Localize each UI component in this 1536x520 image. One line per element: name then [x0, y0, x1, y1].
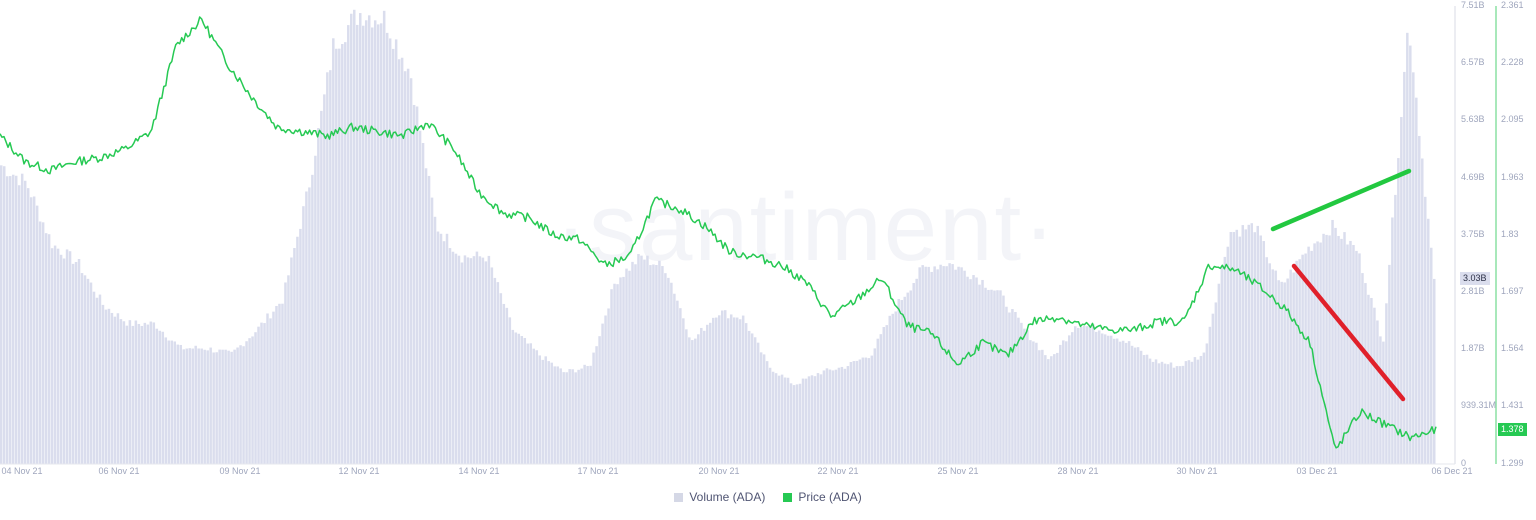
svg-text:12 Nov 21: 12 Nov 21 [338, 466, 379, 476]
price-line [0, 16, 1437, 449]
svg-text:0: 0 [1461, 458, 1466, 468]
volume-bars [0, 9, 1436, 465]
svg-text:1.697: 1.697 [1501, 286, 1524, 296]
svg-text:2.228: 2.228 [1501, 57, 1524, 67]
legend-item-price[interactable]: Price (ADA) [783, 490, 862, 504]
svg-text:25 Nov 21: 25 Nov 21 [937, 466, 978, 476]
volume-current-badge: 3.03B [1460, 272, 1490, 285]
svg-text:09 Nov 21: 09 Nov 21 [219, 466, 260, 476]
svg-text:1.564: 1.564 [1501, 343, 1524, 353]
svg-text:06 Nov 21: 06 Nov 21 [98, 466, 139, 476]
svg-text:03 Dec 21: 03 Dec 21 [1296, 466, 1337, 476]
svg-text:1.87B: 1.87B [1461, 343, 1485, 353]
svg-text:6.57B: 6.57B [1461, 57, 1485, 67]
svg-text:2.81B: 2.81B [1461, 286, 1485, 296]
volume-axis-ticks: 7.51B 6.57B 5.63B 4.69B 3.75B 2.81B 1.87B 939.3… [1461, 0, 1496, 468]
legend-item-volume[interactable]: Volume (ADA) [674, 490, 765, 504]
svg-text:17 Nov 21: 17 Nov 21 [577, 466, 618, 476]
price-current-badge: 1.378 [1498, 423, 1527, 436]
svg-text:06 Dec 21: 06 Dec 21 [1431, 466, 1472, 476]
price-swatch-icon [783, 492, 793, 502]
price-axis-ticks: 2.361 2.228 2.095 1.963 1.83 1.697 1.564 1.431 1… [1501, 0, 1524, 468]
svg-text:7.51B: 7.51B [1461, 0, 1485, 10]
svg-text:04 Nov 21: 04 Nov 21 [1, 466, 42, 476]
falling-price-trendline [1291, 263, 1406, 402]
svg-text:1.431: 1.431 [1501, 400, 1524, 410]
svg-text:1.299: 1.299 [1501, 458, 1524, 468]
svg-text:5.63B: 5.63B [1461, 114, 1485, 124]
legend-label-price: Price (ADA) [798, 490, 862, 504]
svg-text:939.31M: 939.31M [1461, 400, 1496, 410]
svg-text:2.361: 2.361 [1501, 0, 1524, 10]
svg-text:22 Nov 21: 22 Nov 21 [817, 466, 858, 476]
legend-label-volume: Volume (ADA) [689, 490, 766, 504]
rising-volume-trendline [1270, 168, 1412, 232]
svg-text:20 Nov 21: 20 Nov 21 [698, 466, 739, 476]
volume-swatch-icon [674, 492, 684, 502]
svg-text:28 Nov 21: 28 Nov 21 [1057, 466, 1098, 476]
chart-legend: Volume (ADA) Price (ADA) [0, 490, 1536, 504]
svg-text:4.69B: 4.69B [1461, 172, 1485, 182]
svg-text:30 Nov 21: 30 Nov 21 [1176, 466, 1217, 476]
svg-text:2.095: 2.095 [1501, 114, 1524, 124]
svg-text:3.75B: 3.75B [1461, 229, 1485, 239]
date-axis-ticks: 04 Nov 21 06 Nov 21 09 Nov 21 12 Nov 21 14 N… [1, 466, 1472, 476]
svg-text:1.963: 1.963 [1501, 172, 1524, 182]
svg-text:1.83: 1.83 [1501, 229, 1519, 239]
santiment-watermark: ·santiment· [555, 174, 1057, 281]
svg-text:14 Nov 21: 14 Nov 21 [458, 466, 499, 476]
